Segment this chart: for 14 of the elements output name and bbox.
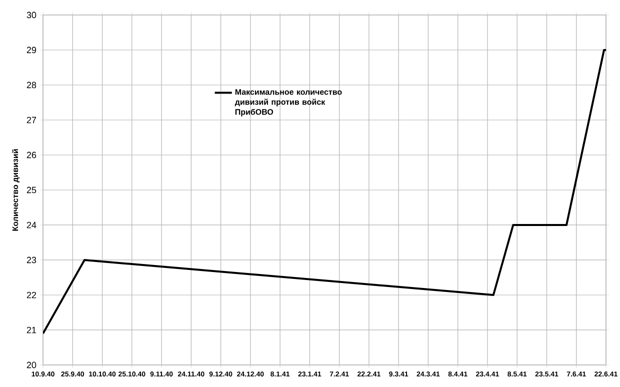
y-axis-title: Количество дивизий	[12, 149, 20, 231]
legend-label: Максимальное количество дивизий против войск ПрибОВО	[234, 89, 342, 116]
y-tick-label: 30	[26, 12, 36, 18]
y-tick-label: 22	[26, 292, 36, 298]
y-tick-label: 24	[26, 222, 36, 228]
y-tick-label: 20	[26, 362, 36, 368]
y-tick-label: 25	[26, 186, 36, 194]
y-tick-label: 27	[26, 116, 36, 124]
y-tick-label: 28	[26, 82, 36, 88]
line-series	[43, 48, 606, 334]
y-tick-label: 23	[26, 256, 36, 264]
y-tick-label: 21	[26, 326, 36, 334]
y-tick-label: 29	[26, 46, 36, 54]
y-tick-label: 26	[26, 152, 36, 158]
